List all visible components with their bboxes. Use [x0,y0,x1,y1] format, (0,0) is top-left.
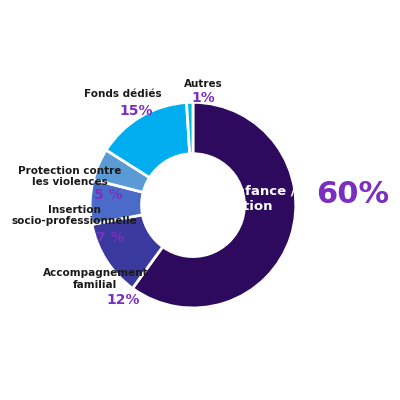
Text: Petite Enfance /
Education: Petite Enfance / Education [177,185,296,213]
Text: Protection contre
les violences: Protection contre les violences [18,166,121,187]
Text: 5 %: 5 % [94,188,123,202]
Wedge shape [132,102,296,308]
Text: Fonds dédiés: Fonds dédiés [84,89,162,99]
Text: 15%: 15% [120,104,153,118]
Text: Autres: Autres [184,79,223,89]
Text: 1%: 1% [191,91,215,105]
Wedge shape [92,215,163,288]
Text: Insertion
socio-professionnelle: Insertion socio-professionnelle [12,205,138,226]
Wedge shape [90,180,143,224]
Text: Accompagnement
familial: Accompagnement familial [42,268,148,290]
Text: 60%: 60% [316,180,389,209]
Text: 7 %: 7 % [96,231,125,245]
Wedge shape [186,102,193,154]
Wedge shape [106,102,190,178]
Wedge shape [93,150,150,192]
Text: 12%: 12% [106,293,140,307]
